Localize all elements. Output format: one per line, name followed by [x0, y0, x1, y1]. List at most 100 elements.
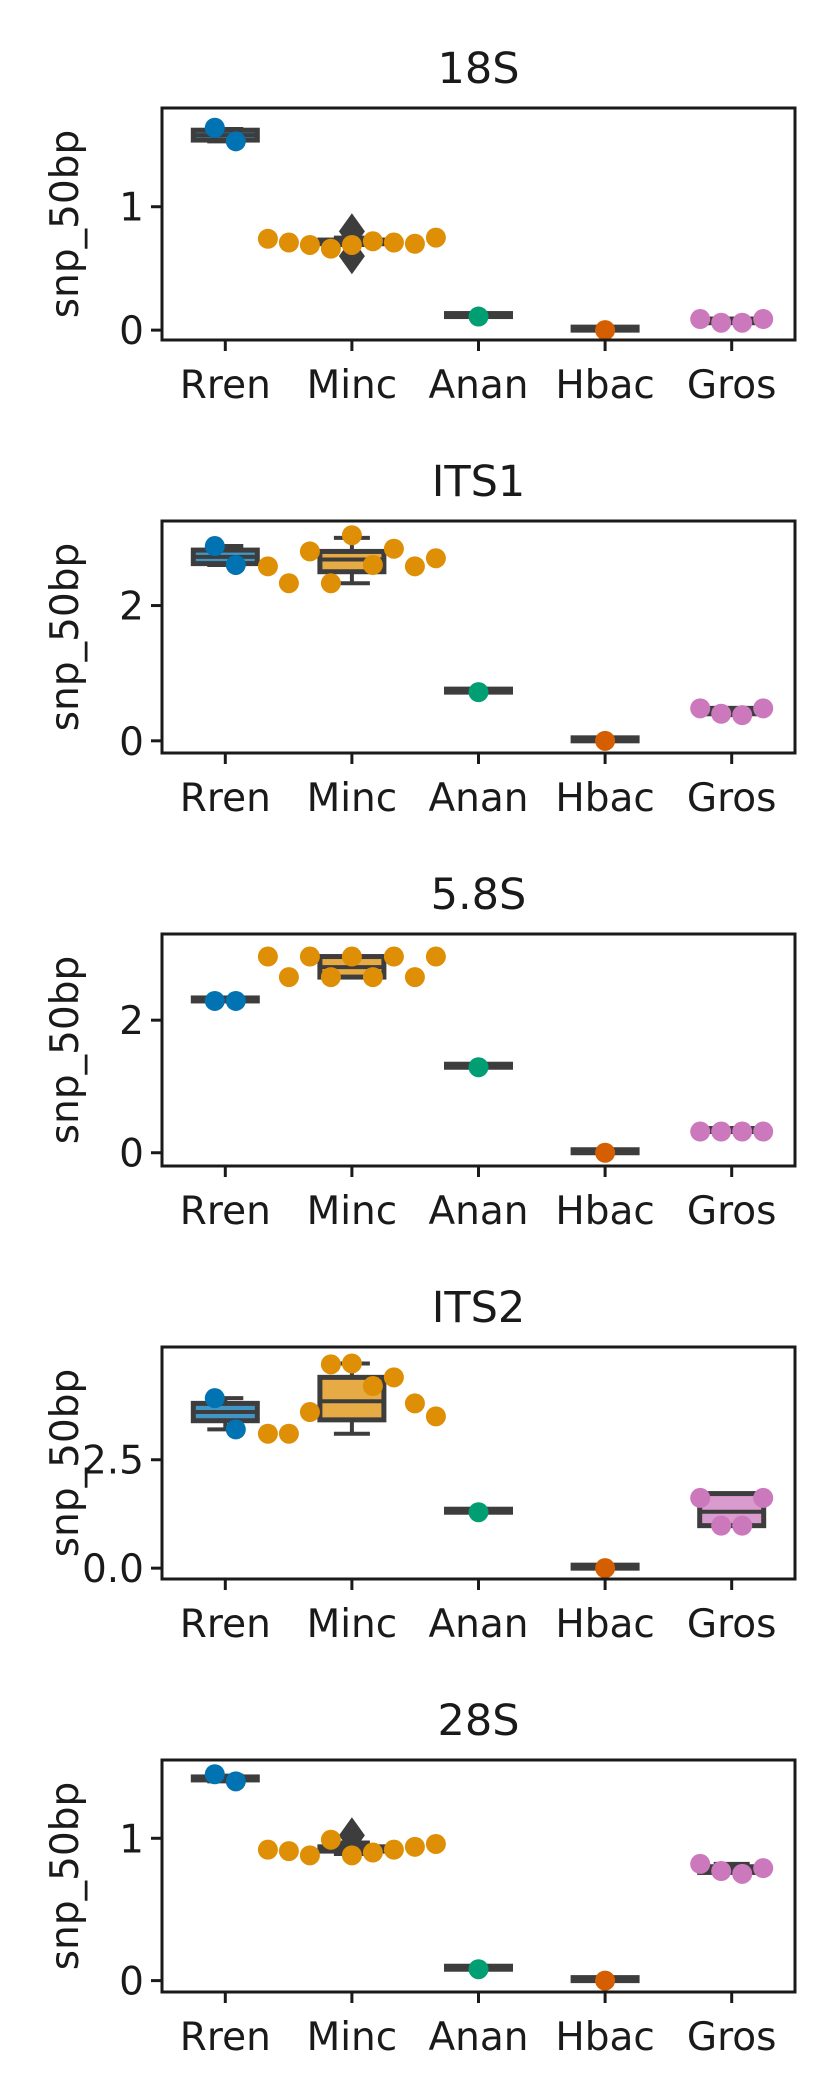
x-tick-label-minc: Minc [307, 363, 398, 408]
y-tick-label: 2.5 [82, 1439, 144, 1484]
data-point-minc [257, 1839, 278, 1860]
data-point-hbac [595, 730, 616, 751]
y-tick-label: 1 [119, 186, 144, 231]
data-point-rren [225, 1771, 246, 1792]
data-point-minc [341, 1845, 362, 1866]
chart-panel-4: 28S snp_50bp 0 1 Rren Minc Anan Hbac Gros [43, 1696, 797, 2060]
data-point-minc [362, 1842, 383, 1863]
y-tick-label: 2 [119, 585, 144, 630]
box-minc [317, 1361, 387, 1436]
data-point-minc [383, 1367, 404, 1388]
plot-frame [160, 1345, 797, 1581]
plot-frame [160, 519, 797, 755]
data-point-gros [732, 1863, 753, 1884]
data-point-anan [468, 1959, 489, 1980]
x-tick-label-rren: Rren [180, 363, 271, 408]
y-tick-label: 0 [119, 1132, 144, 1177]
data-point-gros [753, 1121, 774, 1142]
data-point-gros [711, 1515, 732, 1536]
x-tick-label-gros: Gros [687, 776, 777, 821]
x-tick-label-minc: Minc [307, 1602, 398, 1647]
box-rren [190, 1396, 260, 1432]
plot-frame [160, 1758, 797, 1994]
box-rren [190, 126, 260, 144]
data-point-rren [225, 990, 246, 1011]
x-tick-label-gros: Gros [687, 2015, 777, 2060]
x-tick-label-anan: Anan [428, 2015, 528, 2060]
data-point-rren [225, 131, 246, 152]
box-rren [190, 1773, 260, 1784]
data-point-minc [320, 238, 341, 259]
y-axis-label: snp_50bp [43, 1782, 88, 1970]
data-point-minc [362, 967, 383, 988]
data-point-gros [690, 309, 711, 330]
chart-panel-2: 5.8S snp_50bp 0 2 Rren Minc Anan Hbac Gros [43, 870, 797, 1234]
x-tick-label-minc: Minc [307, 776, 398, 821]
x-tick-label-hbac: Hbac [555, 1189, 654, 1234]
data-point-anan [468, 306, 489, 327]
data-point-minc [383, 538, 404, 559]
data-point-minc [299, 1402, 320, 1423]
x-tick-label-rren: Rren [180, 1189, 271, 1234]
data-point-gros [711, 703, 732, 724]
chart-title: 28S [437, 1696, 519, 1746]
data-point-minc [257, 946, 278, 967]
data-point-minc [299, 1845, 320, 1866]
data-point-anan [468, 682, 489, 703]
data-point-minc [341, 1353, 362, 1374]
data-point-minc [320, 1829, 341, 1850]
data-point-minc [383, 1839, 404, 1860]
data-point-minc [425, 1406, 446, 1427]
data-point-gros [690, 1853, 711, 1874]
data-point-minc [257, 556, 278, 577]
data-point-minc [404, 1836, 425, 1857]
data-point-rren [204, 990, 225, 1011]
data-point-hbac [595, 1142, 616, 1163]
data-point-minc [278, 1841, 299, 1862]
box-rren [190, 544, 260, 567]
data-point-minc [299, 946, 320, 967]
data-point-minc [425, 1833, 446, 1854]
x-tick-label-anan: Anan [428, 776, 528, 821]
data-point-minc [320, 573, 341, 594]
data-point-gros [732, 1515, 753, 1536]
x-tick-label-anan: Anan [428, 1602, 528, 1647]
data-point-minc [404, 556, 425, 577]
data-point-minc [278, 573, 299, 594]
plot-frame [160, 932, 797, 1168]
data-point-minc [383, 232, 404, 253]
y-axis-label: snp_50bp [43, 956, 88, 1144]
x-tick-label-gros: Gros [687, 1602, 777, 1647]
y-tick-label: 0 [119, 1960, 144, 2005]
data-point-gros [690, 698, 711, 719]
data-point-gros [753, 1487, 774, 1508]
data-point-gros [732, 1121, 753, 1142]
data-point-gros [690, 1487, 711, 1508]
data-point-minc [341, 525, 362, 546]
x-tick-label-minc: Minc [307, 2015, 398, 2060]
x-tick-label-rren: Rren [180, 2015, 271, 2060]
data-point-gros [690, 1121, 711, 1142]
box-body [697, 1491, 767, 1529]
data-point-minc [341, 946, 362, 967]
data-point-gros [711, 1861, 732, 1882]
y-tick-label: 0 [119, 309, 144, 354]
data-point-rren [225, 554, 246, 575]
data-point-minc [320, 967, 341, 988]
data-point-rren [225, 1419, 246, 1440]
data-point-hbac [595, 1970, 616, 1991]
data-point-minc [383, 946, 404, 967]
y-tick-label: 0 [119, 720, 144, 765]
x-tick-label-gros: Gros [687, 363, 777, 408]
data-point-minc [341, 234, 362, 255]
data-point-minc [299, 541, 320, 562]
data-point-gros [732, 705, 753, 726]
x-tick-label-minc: Minc [307, 1189, 398, 1234]
data-point-minc [278, 1423, 299, 1444]
x-tick-label-hbac: Hbac [555, 1602, 654, 1647]
y-tick-label: 0.0 [82, 1547, 144, 1592]
x-tick-label-rren: Rren [180, 1602, 271, 1647]
data-point-rren [204, 536, 225, 557]
chart-panel-1: ITS1 snp_50bp 0 2 Rren Minc Anan Hbac Gros [43, 457, 797, 821]
data-point-hbac [595, 1558, 616, 1579]
